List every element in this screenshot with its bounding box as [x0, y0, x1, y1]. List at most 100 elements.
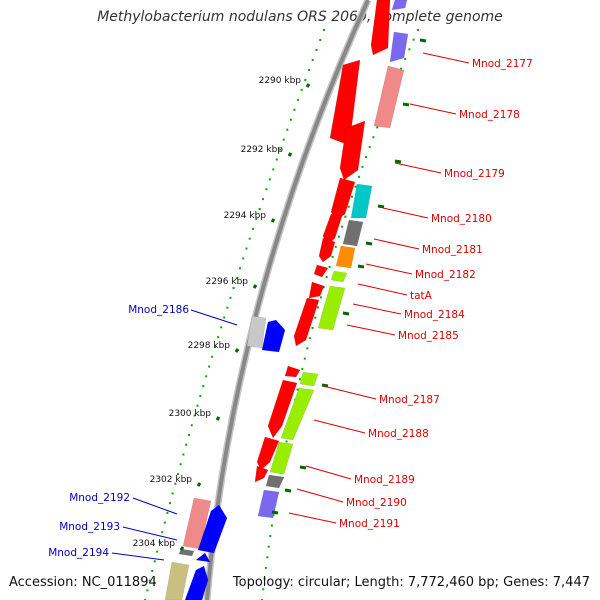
label-leader-line — [394, 162, 442, 174]
label-leader-line — [313, 419, 366, 434]
scale-ticks: 2290 kbp 2292 kbp 2294 kbp 2296 kbp 2298 kbp… — [133, 38, 427, 551]
guide-dot — [304, 78, 307, 81]
scale-tick-label: 2302 kbp — [150, 475, 193, 485]
gene-labels[interactable]: Mnod_2177 Mnod_2178 Mnod_2179 Mnod_2180 Mnod… — [48, 52, 533, 561]
scale-tick-mark — [252, 284, 258, 289]
guide-dot — [232, 286, 235, 289]
forward-gene-label[interactable]: Mnod_2188 — [313, 419, 429, 440]
guide-dot — [331, 255, 334, 258]
gene-label-text: Mnod_2179 — [444, 168, 505, 180]
gene-gray-reverse — [178, 548, 195, 557]
guide-dot — [193, 414, 196, 417]
guide-dot — [205, 375, 208, 378]
forward-gene-label[interactable]: Mnod_2181 — [373, 238, 483, 256]
forward-gene-label[interactable]: Mnod_2191 — [288, 512, 400, 530]
guide-dot — [214, 345, 217, 348]
gene-label-text: Mnod_2186 — [128, 304, 189, 316]
guide-dot — [354, 185, 357, 188]
guide-dot — [265, 188, 268, 191]
gene-blue-reverse — [197, 504, 228, 554]
gene-red-forward — [293, 297, 320, 347]
outer-ring-tick — [419, 38, 427, 43]
scale-tick-label: 2300 kbp — [169, 409, 212, 419]
forward-gene-label[interactable]: Mnod_2185 — [346, 324, 459, 342]
reverse-gene-label[interactable]: Mnod_2193 — [59, 521, 178, 541]
guide-dot — [272, 168, 275, 171]
gene-label-text: Mnod_2180 — [431, 213, 492, 225]
label-leader-line — [409, 103, 457, 115]
forward-gene-label[interactable]: tatA — [357, 283, 433, 302]
outer-ring-tick — [394, 159, 402, 164]
guide-dot — [238, 267, 241, 270]
reverse-gene-label[interactable]: Mnod_2186 — [128, 304, 238, 326]
gene-green-forward — [317, 285, 346, 331]
reverse-gene-label[interactable]: Mnod_2194 — [48, 547, 165, 561]
guide-dot — [262, 198, 265, 201]
guide-dot — [262, 588, 265, 591]
gene-green-forward — [280, 387, 315, 441]
guide-dot — [187, 434, 190, 437]
forward-gene-label[interactable]: Mnod_2178 — [409, 103, 520, 121]
guide-dot — [279, 148, 282, 151]
label-leader-line — [422, 52, 470, 64]
forward-gene-label[interactable]: Mnod_2190 — [296, 488, 407, 509]
gene-label-text: Mnod_2185 — [398, 330, 459, 342]
scale-tick-mark — [234, 348, 240, 353]
guide-dot — [372, 136, 375, 139]
forward-gene-label[interactable]: Mnod_2179 — [394, 162, 505, 180]
guide-dot — [286, 128, 289, 131]
guide-dot — [365, 155, 368, 158]
guide-dot — [171, 492, 174, 495]
guide-dot — [223, 316, 226, 319]
guide-dot — [166, 511, 169, 514]
forward-gene-label[interactable]: Mnod_2187 — [322, 385, 440, 406]
forward-gene-label[interactable]: Mnod_2184 — [352, 303, 465, 321]
guide-dot — [158, 540, 161, 543]
gene-lightred-forward — [373, 65, 405, 129]
forward-gene-label[interactable]: Mnod_2182 — [365, 263, 476, 281]
guide-dot — [357, 175, 360, 178]
guide-dot — [325, 276, 328, 279]
gene-khaki-reverse — [164, 561, 190, 600]
outer-ring-tick — [377, 204, 385, 209]
guide-dot — [311, 326, 314, 329]
gene-label-text: Mnod_2181 — [422, 244, 483, 256]
guide-dot — [404, 58, 407, 61]
gene-red-forward — [256, 436, 280, 471]
guide-dot — [258, 208, 261, 211]
reverse-gene-label[interactable]: Mnod_2192 — [69, 492, 178, 515]
guide-dot — [303, 357, 306, 360]
map-title: Methylobacterium nodulans ORS 2060, comp… — [97, 9, 503, 25]
guide-dot — [226, 306, 229, 309]
scale-tick-mark — [270, 218, 276, 223]
gene-red-forward — [254, 465, 269, 483]
guide-dot — [308, 68, 311, 71]
gene-label-text: Mnod_2192 — [69, 492, 130, 504]
topology-text: Topology: circular; Length: 7,772,460 bp… — [232, 575, 590, 590]
guide-dot — [156, 550, 159, 553]
scale-tick-label: 2298 kbp — [188, 341, 231, 351]
gene-label-text: Mnod_2190 — [346, 497, 407, 509]
guide-dot — [351, 195, 354, 198]
guide-dot — [417, 29, 419, 31]
guide-dot — [300, 88, 303, 91]
scale-tick-mark — [196, 482, 202, 487]
guide-dot — [266, 556, 269, 559]
scale-tick-mark — [215, 416, 221, 421]
gene-label-text: Mnod_2178 — [459, 109, 520, 121]
scale-tick-label: 2304 kbp — [133, 539, 176, 549]
guide-dot — [190, 424, 193, 427]
gene-red-forward — [267, 379, 298, 439]
forward-gene-label[interactable]: Mnod_2189 — [305, 465, 415, 486]
outer-ring-tick — [321, 383, 329, 388]
forward-gene-label[interactable]: Mnod_2180 — [382, 207, 492, 225]
guide-dot — [270, 524, 273, 527]
label-leader-line — [111, 552, 165, 561]
forward-gene-label[interactable]: Mnod_2177 — [422, 52, 533, 70]
outer-ring-tick — [271, 510, 279, 515]
guide-dot — [264, 566, 267, 569]
guide-dot — [314, 316, 317, 319]
guide-dot — [182, 453, 185, 456]
guide-dot — [328, 265, 331, 268]
guide-dot — [248, 237, 251, 240]
